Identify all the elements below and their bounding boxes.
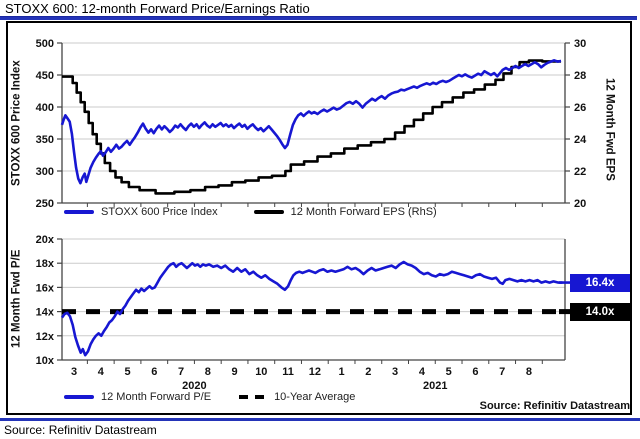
pe-annotation-1: 14.0x — [570, 303, 630, 321]
legend-label-price-index: STOXX 600 Price Index — [101, 206, 218, 218]
page-title: STOXX 600: 12-month Forward Price/Earnin… — [5, 1, 310, 16]
top-right-axis-title: 12 Month Fwd EPS — [603, 78, 616, 181]
source-label-footer: Source: Refinitiv Datastream — [4, 423, 157, 437]
ten-year-average-legend-line — [239, 395, 268, 399]
top-chart-legend: STOXX 600 Price Index 12 Month Forward E… — [64, 206, 437, 218]
forward-eps-legend-line — [253, 210, 284, 214]
bottom-rule — [0, 418, 640, 421]
legend-label-ten-year-average: 10-Year Average — [274, 391, 356, 403]
legend-label-forward-pe: 12 Month Forward P/E — [101, 391, 212, 403]
pe-annotation-0: 16.4x — [570, 274, 630, 292]
forward-pe-legend-line — [64, 395, 94, 399]
legend-item-forward-eps: 12 Month Forward EPS (RhS) — [253, 206, 437, 218]
legend-item-ten-year-average: 10-Year Average — [239, 391, 355, 403]
price-index-legend-line — [64, 210, 94, 214]
bottom-chart-legend: 12 Month Forward P/E 10-Year Average — [64, 391, 355, 403]
chart-frame — [6, 21, 632, 415]
top-left-axis-title: STOXX 600 Price Index — [10, 60, 23, 186]
bottom-left-axis-title: 12 Month Fwd P/E — [10, 249, 23, 349]
title-rule — [0, 16, 637, 20]
legend-label-forward-eps: 12 Month Forward EPS (RhS) — [290, 206, 437, 218]
legend-item-forward-pe: 12 Month Forward P/E — [64, 391, 211, 403]
legend-item-price-index: STOXX 600 Price Index — [64, 206, 218, 218]
source-label-inner: Source: Refinitiv Datastream — [479, 400, 630, 412]
